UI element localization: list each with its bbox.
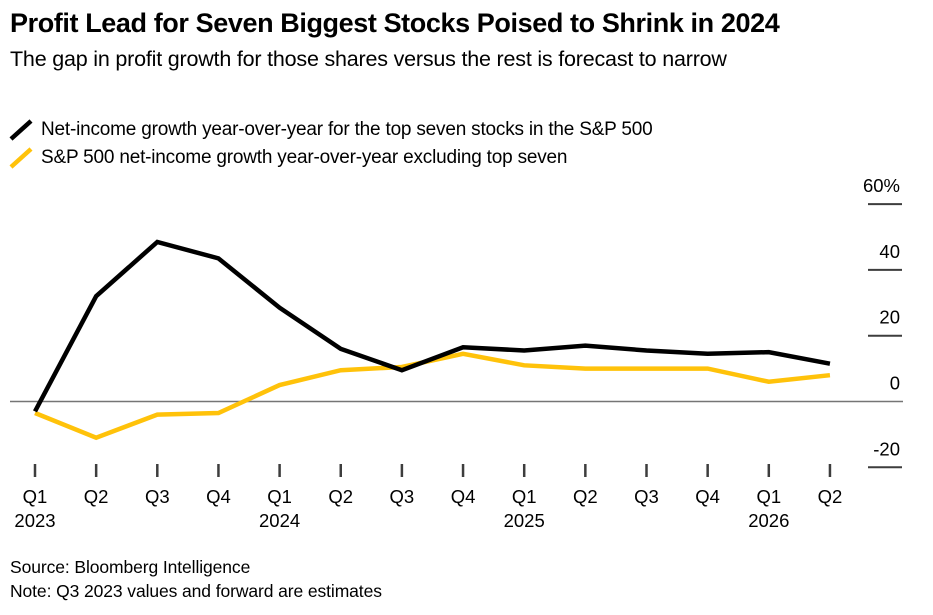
legend-swatch-black-line	[9, 119, 33, 141]
note-line: Note: Q3 2023 values and forward are est…	[10, 580, 382, 601]
legend-label-ex-top-seven: S&P 500 net-income growth year-over-year…	[41, 147, 568, 168]
y-axis-label: -20	[873, 438, 900, 459]
series-line-top-seven	[33, 239, 831, 413]
x-axis-label-year: 2023	[14, 510, 55, 531]
x-axis-label-quarter: Q3	[634, 486, 659, 507]
x-axis-label-year: 2024	[259, 510, 300, 531]
x-axis-label-quarter: Q3	[390, 486, 415, 507]
x-axis-label-quarter: Q2	[573, 486, 598, 507]
chart-footer: Source: Bloomberg Intelligence Note: Q3 …	[10, 556, 382, 603]
chart-title: Profit Lead for Seven Biggest Stocks Poi…	[10, 8, 780, 38]
x-axis-label-quarter: Q1	[756, 486, 781, 507]
y-axis-label: 0	[890, 373, 900, 394]
legend: Net-income growth year-over-year for the…	[8, 116, 653, 172]
y-axis-label: 20	[879, 307, 900, 328]
x-axis-label-quarter: Q4	[695, 486, 720, 507]
line-chart: 60% 40 20 0 -20 Q1 Q2 Q3 Q4 Q1 Q2 Q3 Q4 Q1 Q2 Q3 Q4 Q1 Q2 2…	[10, 175, 903, 531]
y-axis-label: 40	[879, 241, 900, 262]
source-line: Source: Bloomberg Intelligence	[10, 557, 251, 577]
line-swatch-icon	[9, 119, 33, 141]
chart-subtitle: The gap in profit growth for those share…	[10, 47, 727, 71]
line-swatch-icon	[9, 147, 33, 169]
x-axis-label-year: 2025	[504, 510, 545, 531]
x-axis-label-quarter: Q2	[328, 486, 353, 507]
x-axis-label-quarter: Q4	[451, 486, 476, 507]
x-axis-label-quarter: Q1	[512, 486, 537, 507]
series-line-ex-top-seven	[34, 351, 831, 441]
x-axis-label-quarter: Q2	[818, 486, 843, 507]
x-axis-label-quarter: Q1	[23, 486, 48, 507]
y-axis-label: 60%	[863, 175, 900, 196]
legend-item-ex-top-seven: S&P 500 net-income growth year-over-year…	[8, 144, 653, 172]
x-axis-label-quarter: Q3	[145, 486, 170, 507]
legend-item-top-seven: Net-income growth year-over-year for the…	[8, 116, 653, 144]
x-axis-label-quarter: Q2	[84, 486, 109, 507]
x-axis-label-quarter: Q4	[206, 486, 231, 507]
legend-label-top-seven: Net-income growth year-over-year for the…	[41, 119, 653, 140]
legend-swatch-yellow-line	[9, 147, 33, 169]
x-axis-label-year: 2026	[748, 510, 789, 531]
x-axis-label-quarter: Q1	[267, 486, 292, 507]
